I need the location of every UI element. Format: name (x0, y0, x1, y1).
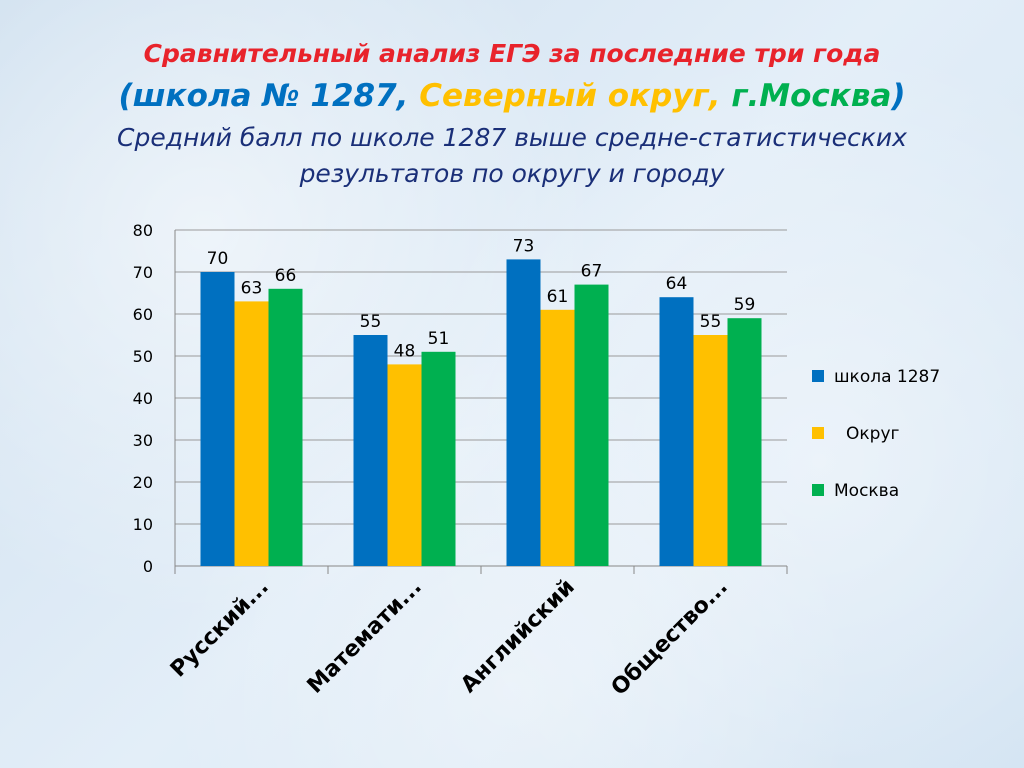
legend-swatch (812, 484, 824, 496)
bar (200, 272, 235, 566)
data-label: 59 (734, 295, 756, 315)
bar (421, 351, 456, 566)
y-tick-label: 40 (133, 389, 153, 408)
data-label: 55 (360, 312, 382, 332)
data-label: 73 (513, 236, 535, 256)
y-tick-label: 20 (133, 473, 153, 492)
slide-subtitle: (школа № 1287, Северный округ, г.Москва) (0, 74, 1024, 118)
data-label: 64 (666, 274, 688, 294)
bar (574, 284, 609, 566)
bar (693, 335, 728, 566)
chart-caption: Средний балл по школе 1287 выше средне-с… (0, 120, 1024, 192)
y-tick-label: 30 (133, 431, 153, 450)
bar (268, 288, 303, 566)
x-tick-label: Английский (456, 575, 579, 698)
bar (540, 309, 575, 566)
data-label: 66 (275, 266, 297, 286)
x-tick-label: Общество... (607, 575, 733, 701)
chart-caption-line2: результатов по округу и городу (299, 159, 725, 188)
subtitle-district: Северный округ, (419, 78, 721, 114)
data-label: 61 (547, 287, 569, 307)
y-tick-label: 10 (133, 515, 153, 534)
data-label: 48 (394, 341, 416, 361)
data-label: 67 (581, 262, 603, 282)
subtitle-close: ) (891, 78, 906, 114)
x-tick-label: Математи... (303, 575, 427, 699)
legend-swatch (812, 427, 824, 439)
bar (659, 297, 694, 566)
subtitle-school: (школа № 1287, (118, 78, 409, 114)
slide-title: Сравнительный анализ ЕГЭ за последние тр… (143, 39, 881, 68)
legend-label: школа 1287 (834, 367, 940, 387)
data-label: 55 (700, 312, 722, 332)
legend-swatch (812, 370, 824, 382)
x-tick-label: Русский... (166, 575, 274, 683)
bar (727, 318, 762, 566)
data-label: 51 (428, 329, 450, 349)
data-label: 70 (207, 249, 229, 269)
bar (506, 259, 541, 566)
legend-label: Округ (846, 424, 900, 444)
bar (387, 364, 422, 566)
legend-label: Москва (834, 481, 899, 501)
subtitle-city: г.Москва (731, 78, 892, 114)
bar (353, 335, 388, 566)
y-tick-label: 60 (133, 305, 153, 324)
chart-caption-line1: Средний балл по школе 1287 выше средне-с… (117, 123, 907, 152)
y-tick-label: 80 (133, 221, 153, 240)
y-tick-label: 0 (143, 557, 153, 576)
title-block: Сравнительный анализ ЕГЭ за последние тр… (0, 36, 1024, 192)
bar (234, 301, 269, 566)
y-tick-label: 50 (133, 347, 153, 366)
data-label: 63 (241, 278, 263, 298)
y-tick-label: 70 (133, 263, 153, 282)
